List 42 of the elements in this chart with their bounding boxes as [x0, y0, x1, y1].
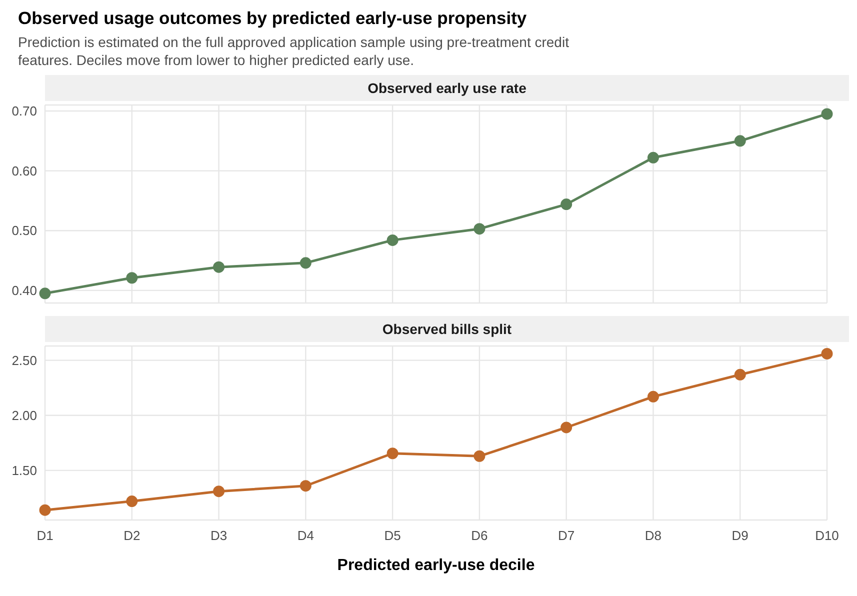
point	[386, 234, 398, 246]
x-tick-label: D9	[732, 528, 748, 543]
point	[647, 152, 659, 164]
point	[126, 496, 138, 508]
y-tick-label: 1.50	[12, 463, 37, 478]
chart-title: Observed bills split	[45, 316, 849, 342]
x-tick-label: D1	[36, 528, 54, 543]
chart-title: Observed early use rate	[45, 75, 849, 101]
point	[39, 504, 51, 516]
x-tick-label: D8	[644, 528, 662, 543]
point	[300, 480, 312, 492]
point	[734, 368, 746, 380]
x-tick-label: D6	[471, 528, 488, 543]
point	[474, 450, 486, 462]
point	[734, 135, 746, 147]
point	[647, 390, 659, 402]
point	[213, 486, 225, 498]
point	[821, 108, 833, 120]
point	[560, 422, 572, 434]
point	[386, 448, 398, 460]
point	[126, 272, 138, 284]
x-tick-label: D3	[210, 528, 228, 543]
y-tick-label: 0.40	[12, 283, 37, 298]
text: Prediction is estimated on the full approved application sample using pre-treatment credit features. Deciles move from lower to higher predicted early use.	[18, 33, 570, 69]
text: Observed usage outcomes by predicted early-use propensity	[18, 8, 528, 29]
y-tick-label: 2.00	[12, 408, 37, 423]
y-tick-label: 0.70	[12, 104, 37, 119]
y-tick-label: 2.50	[12, 352, 37, 368]
x-tick-label: D4	[297, 528, 314, 543]
point	[213, 261, 225, 273]
point	[560, 198, 572, 210]
x-tick-label: D2	[124, 528, 140, 543]
x-tick-label: D7	[558, 528, 575, 543]
point	[474, 223, 486, 235]
point	[300, 257, 312, 269]
x-axis-title: Predicted early-use decile	[337, 557, 535, 574]
x-tick-label: D5	[384, 528, 401, 543]
point	[821, 348, 833, 360]
y-tick-label: 0.50	[12, 223, 37, 238]
x-tick-label: D10	[815, 528, 839, 543]
y-tick-label: 0.60	[12, 163, 37, 178]
point	[39, 288, 51, 300]
